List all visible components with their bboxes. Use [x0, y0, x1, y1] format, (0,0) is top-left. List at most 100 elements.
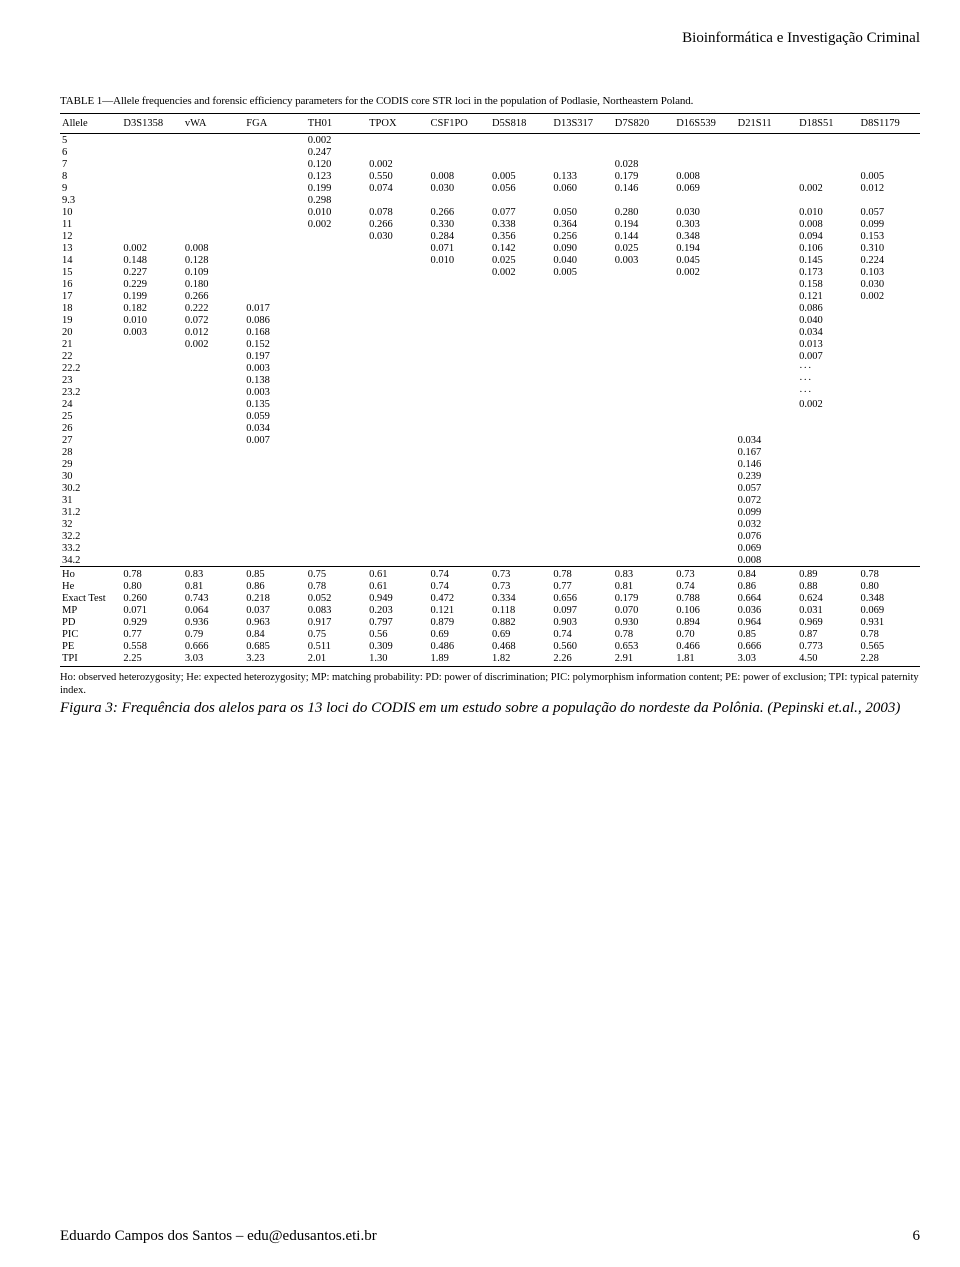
freq-cell	[183, 410, 244, 422]
table-row: 270.0070.034	[60, 434, 920, 446]
table-row: 230.138···	[60, 374, 920, 386]
freq-cell	[490, 518, 551, 530]
freq-cell	[183, 218, 244, 230]
stat-cell: 0.260	[121, 593, 182, 605]
freq-cell	[490, 542, 551, 554]
freq-cell	[858, 362, 920, 374]
stat-cell: 0.203	[367, 605, 428, 617]
table-row: 280.167	[60, 446, 920, 458]
freq-cell	[797, 458, 858, 470]
freq-cell	[306, 482, 367, 494]
stat-cell: 0.85	[244, 567, 305, 581]
table-row: 31.20.099	[60, 506, 920, 518]
stat-cell: 0.86	[736, 581, 797, 593]
table-column-header: D21S11	[736, 114, 797, 134]
freq-cell: 0.152	[244, 338, 305, 350]
freq-cell: 0.099	[858, 218, 920, 230]
freq-cell: 0.197	[244, 350, 305, 362]
stat-cell: 0.653	[613, 641, 674, 653]
freq-cell	[306, 554, 367, 567]
freq-cell: 0.146	[736, 458, 797, 470]
footer-author: Eduardo Campos dos Santos – edu@edusanto…	[60, 1228, 377, 1245]
freq-cell: 0.069	[674, 182, 735, 194]
table-column-header: vWA	[183, 114, 244, 134]
freq-cell: 0.364	[551, 218, 612, 230]
freq-cell	[858, 302, 920, 314]
freq-cell: 0.167	[736, 446, 797, 458]
stat-cell: 3.23	[244, 653, 305, 667]
freq-cell	[429, 506, 490, 518]
freq-cell	[674, 458, 735, 470]
stat-cell: 0.788	[674, 593, 735, 605]
freq-cell: 0.025	[613, 242, 674, 254]
allele-label: 22.2	[60, 362, 121, 374]
stat-cell: 0.74	[429, 581, 490, 593]
freq-cell	[306, 326, 367, 338]
freq-cell	[429, 434, 490, 446]
freq-cell	[736, 398, 797, 410]
freq-cell	[551, 302, 612, 314]
freq-cell: 0.005	[858, 170, 920, 182]
freq-cell	[674, 434, 735, 446]
freq-cell: 0.310	[858, 242, 920, 254]
freq-cell	[306, 290, 367, 302]
freq-cell	[183, 350, 244, 362]
freq-cell: 0.094	[797, 230, 858, 242]
freq-cell	[183, 518, 244, 530]
freq-cell	[306, 422, 367, 434]
freq-cell	[613, 530, 674, 542]
freq-cell	[367, 446, 428, 458]
stat-cell: 0.56	[367, 629, 428, 641]
freq-cell: 0.034	[736, 434, 797, 446]
stat-label: PE	[60, 641, 121, 653]
stat-cell: 2.28	[858, 653, 920, 667]
stat-cell: 0.75	[306, 629, 367, 641]
table-row: 140.1480.1280.0100.0250.0400.0030.0450.1…	[60, 254, 920, 266]
freq-cell	[244, 170, 305, 182]
freq-cell	[429, 494, 490, 506]
freq-cell	[551, 314, 612, 326]
stat-cell: 0.879	[429, 617, 490, 629]
stat-cell: 0.73	[490, 581, 551, 593]
freq-cell	[244, 206, 305, 218]
freq-cell: 0.060	[551, 182, 612, 194]
freq-cell	[429, 518, 490, 530]
freq-cell	[858, 542, 920, 554]
freq-cell	[429, 554, 490, 567]
freq-cell	[429, 374, 490, 386]
freq-cell	[736, 182, 797, 194]
freq-cell	[736, 326, 797, 338]
stat-cell: 0.069	[858, 605, 920, 617]
stat-label: He	[60, 581, 121, 593]
allele-label: 30	[60, 470, 121, 482]
freq-cell	[121, 398, 182, 410]
freq-cell	[183, 146, 244, 158]
freq-cell: 0.010	[797, 206, 858, 218]
freq-cell: 0.025	[490, 254, 551, 266]
freq-cell	[551, 290, 612, 302]
table-row: 23.20.003···	[60, 386, 920, 398]
allele-label: 24	[60, 398, 121, 410]
stat-cell: 0.179	[613, 593, 674, 605]
freq-cell: 0.040	[797, 314, 858, 326]
stat-cell: 0.071	[121, 605, 182, 617]
allele-label: 11	[60, 218, 121, 230]
stat-cell: 0.348	[858, 593, 920, 605]
stat-cell: 2.26	[551, 653, 612, 667]
allele-label: 23	[60, 374, 121, 386]
stat-cell: 0.334	[490, 593, 551, 605]
allele-label: 26	[60, 422, 121, 434]
freq-cell: 0.120	[306, 158, 367, 170]
stat-cell: 0.70	[674, 629, 735, 641]
freq-cell	[121, 542, 182, 554]
stat-cell: 0.083	[306, 605, 367, 617]
freq-cell	[858, 494, 920, 506]
freq-cell	[429, 290, 490, 302]
freq-cell	[244, 542, 305, 554]
freq-cell: 0.224	[858, 254, 920, 266]
freq-cell	[858, 410, 920, 422]
freq-cell	[551, 494, 612, 506]
table-column-header: D3S1358	[121, 114, 182, 134]
freq-cell: 0.247	[306, 146, 367, 158]
freq-cell: 0.227	[121, 266, 182, 278]
